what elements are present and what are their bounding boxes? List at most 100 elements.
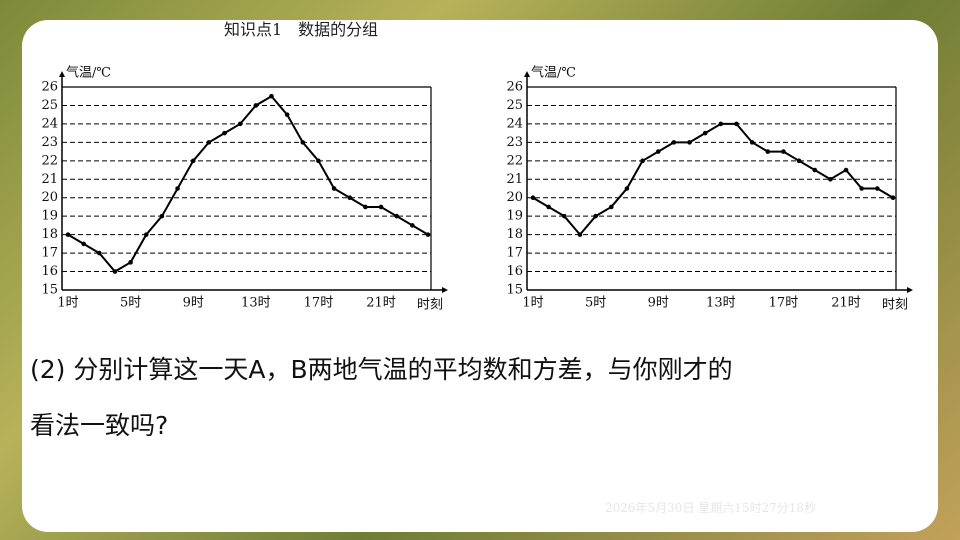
y-tick-label: 20: [41, 190, 58, 205]
data-point: [577, 232, 583, 237]
data-point: [765, 149, 771, 154]
y-tick-label: 15: [506, 283, 523, 298]
data-point: [687, 140, 692, 145]
x-axis-label: 时刻: [417, 298, 443, 313]
data-point: [378, 204, 384, 210]
section-title: 知识点1 数据的分组: [224, 20, 379, 39]
data-point: [316, 158, 321, 164]
data-point: [175, 186, 180, 191]
y-tick-label: 21: [506, 172, 523, 187]
data-point: [749, 140, 755, 145]
axis-arrow: [907, 287, 913, 293]
y-tick-label: 15: [41, 283, 58, 298]
y-tick-label: 20: [506, 190, 523, 205]
data-line: [532, 122, 894, 237]
data-point: [875, 186, 880, 191]
data-point: [300, 140, 306, 145]
data-point: [718, 121, 724, 127]
axis-arrow: [524, 71, 530, 77]
x-tick-label: 17时: [769, 296, 799, 311]
data-point: [640, 158, 645, 164]
y-tick-label: 22: [506, 153, 523, 168]
data-point: [781, 149, 786, 154]
y-tick-label: 25: [506, 98, 523, 113]
y-tick-label: 17: [41, 246, 58, 261]
data-point: [890, 195, 896, 201]
data-point: [734, 121, 739, 127]
data-point: [112, 269, 118, 274]
timestamp: 2026年5月30日 星期六15时27分18秒: [605, 501, 817, 515]
data-point: [253, 103, 259, 108]
x-tick-label: 17时: [304, 296, 334, 311]
data-point: [593, 213, 598, 219]
x-tick-label: 5时: [120, 296, 141, 311]
data-point: [206, 140, 212, 145]
data-point: [546, 204, 551, 210]
y-axis-label: 气温/℃: [531, 65, 576, 81]
data-point: [331, 186, 337, 191]
x-axis-label: 时刻: [882, 298, 908, 313]
y-tick-label: 26: [41, 80, 58, 95]
data-point: [530, 195, 536, 201]
data-point: [284, 112, 290, 117]
y-tick-label: 18: [506, 227, 523, 242]
y-tick-label: 26: [506, 80, 523, 95]
y-tick-label: 18: [41, 227, 58, 242]
y-tick-label: 23: [506, 135, 523, 150]
data-point: [159, 213, 165, 219]
y-tick-label: 17: [506, 246, 523, 261]
question-line: 看法一致吗?: [30, 411, 169, 440]
data-point: [608, 204, 614, 210]
data-point: [655, 149, 661, 154]
axis-arrow: [442, 287, 448, 293]
data-point: [843, 167, 849, 173]
x-tick-label: 13时: [706, 296, 736, 311]
data-point: [671, 140, 677, 145]
x-tick-label: 13时: [241, 296, 271, 311]
x-tick-label: 21时: [831, 296, 861, 311]
data-point: [190, 158, 196, 164]
data-point: [562, 213, 567, 219]
y-tick-label: 22: [41, 153, 58, 168]
y-tick-label: 19: [41, 209, 58, 224]
y-tick-label: 24: [506, 116, 523, 131]
data-point: [812, 167, 818, 173]
x-tick-label: 1时: [57, 296, 78, 311]
y-tick-label: 21: [41, 172, 58, 187]
data-point: [363, 204, 368, 210]
x-tick-label: 21时: [366, 296, 396, 311]
data-line: [67, 94, 429, 273]
y-tick-label: 16: [41, 264, 58, 279]
data-point: [624, 186, 630, 191]
data-point: [143, 232, 149, 237]
y-tick-label: 19: [506, 209, 523, 224]
axis-arrow: [59, 71, 65, 77]
data-point: [859, 186, 864, 191]
data-point: [269, 93, 274, 99]
question-line: (2) 分别计算这一天A，B两地气温的平均数和方差，与你刚才的: [30, 355, 733, 384]
x-tick-label: 1时: [522, 296, 543, 311]
data-point: [97, 250, 102, 256]
data-point: [81, 241, 86, 247]
y-tick-label: 24: [41, 116, 58, 131]
y-tick-label: 25: [41, 98, 58, 113]
data-point: [410, 223, 415, 228]
y-tick-label: 16: [506, 264, 523, 279]
x-tick-label: 9时: [648, 296, 669, 311]
data-point: [702, 130, 708, 136]
data-point: [237, 121, 243, 127]
x-tick-label: 9时: [183, 296, 204, 311]
x-tick-label: 5时: [585, 296, 606, 311]
data-point: [65, 232, 71, 237]
data-point: [128, 260, 133, 265]
data-point: [347, 195, 353, 201]
data-point: [222, 130, 227, 136]
data-point: [425, 232, 431, 237]
data-point: [394, 213, 399, 219]
y-axis-label: 气温/℃: [66, 65, 111, 81]
data-point: [828, 176, 833, 182]
data-point: [796, 158, 802, 164]
y-tick-label: 23: [41, 135, 58, 150]
